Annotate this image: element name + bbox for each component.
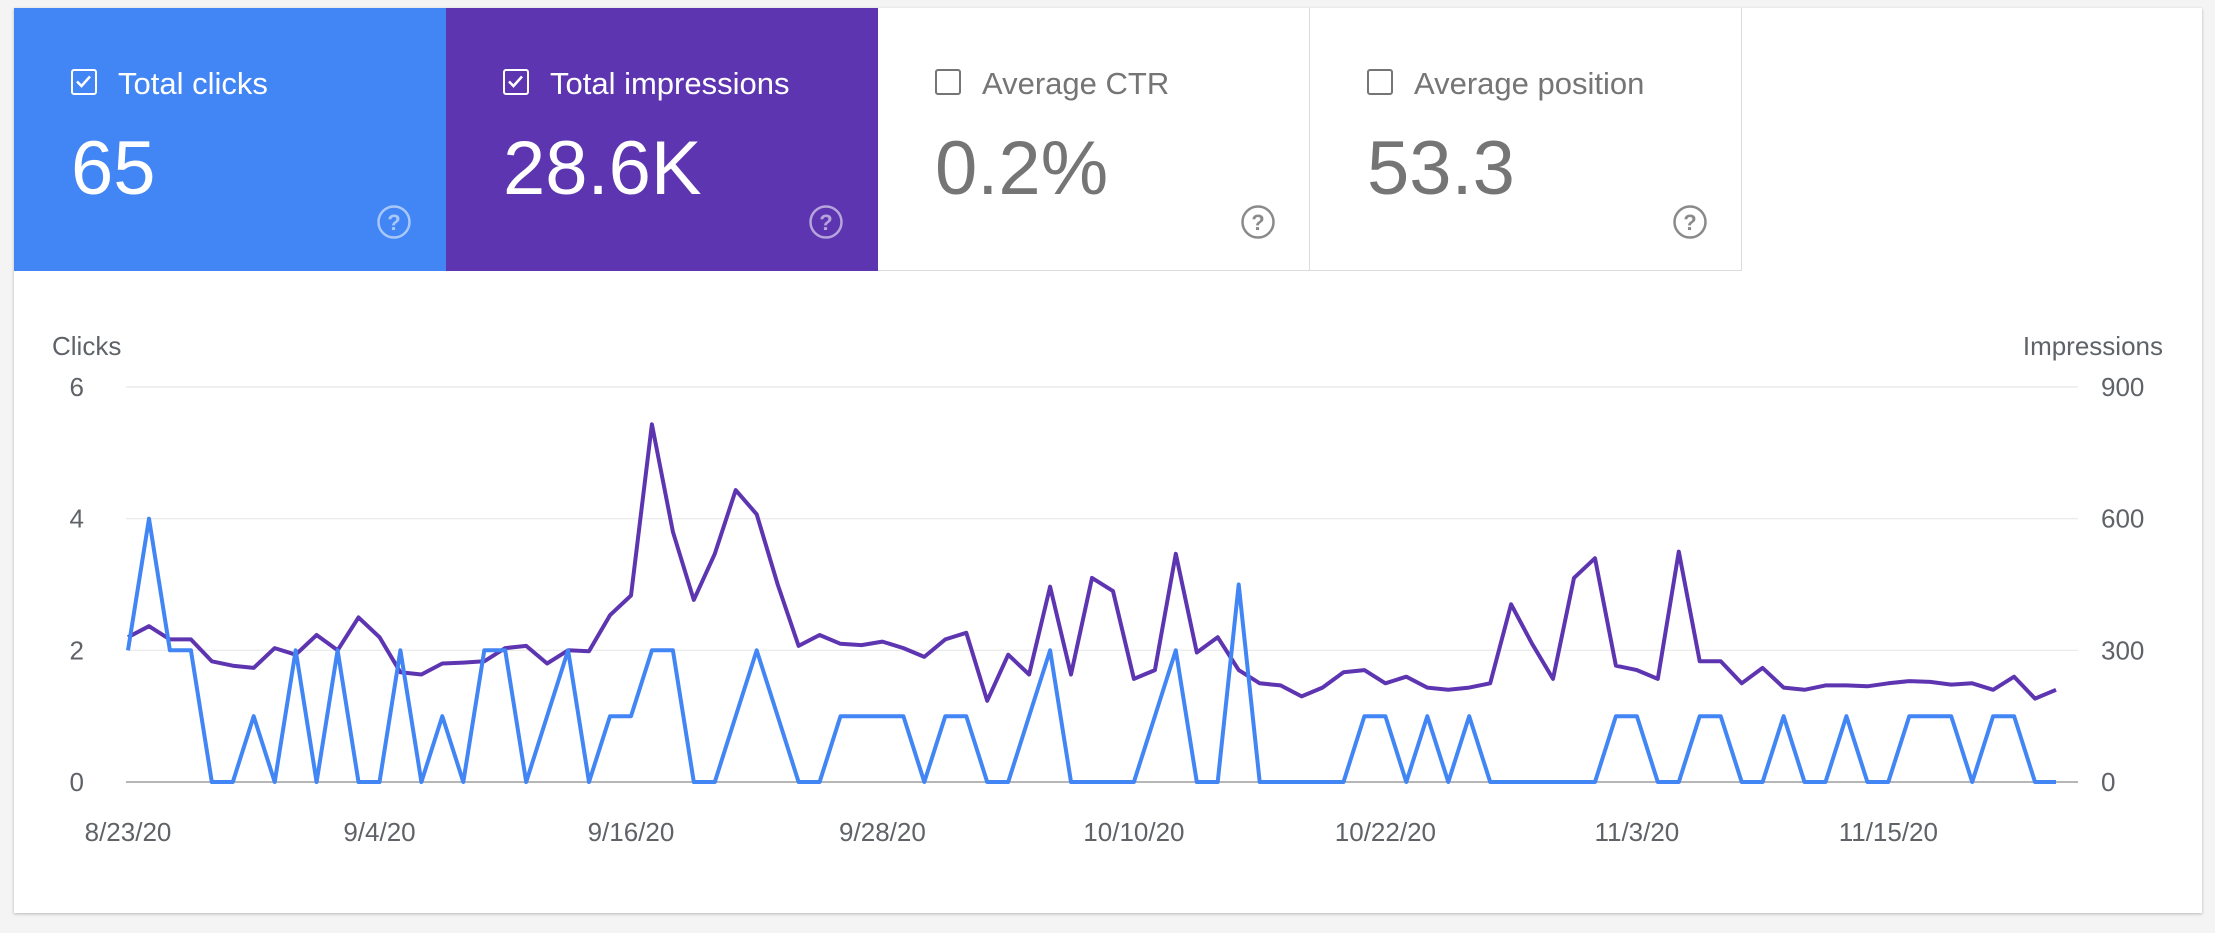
y-right-tick-label: 300 <box>2101 635 2144 665</box>
y-left-tick-label: 6 <box>70 372 84 402</box>
y-right-tick-label: 900 <box>2101 372 2144 402</box>
help-icon[interactable]: ? <box>808 204 844 240</box>
chart-tick-labels: 0 2 4 6 0 300 600 900 8/23/20 9/4/20 9/16/20 9/28/2… <box>70 372 2145 847</box>
x-tick-label: 11/3/20 <box>1594 817 1679 847</box>
metric-value: 65 <box>71 126 156 211</box>
metric-cards: Total clicks 65 ? Total impressions 28.6… <box>14 8 1742 271</box>
chart-series <box>126 422 2057 784</box>
y-axis-right-title: Impressions <box>2023 331 2163 361</box>
x-tick-label: 11/15/20 <box>1839 817 1938 847</box>
series-line-impressions <box>127 422 2057 703</box>
help-icon[interactable]: ? <box>376 204 412 240</box>
help-icon[interactable]: ? <box>1240 204 1276 240</box>
metric-card-total-clicks[interactable]: Total clicks 65 ? <box>14 8 446 271</box>
x-tick-label: 9/16/20 <box>588 817 675 847</box>
x-tick-label: 8/23/20 <box>85 817 172 847</box>
svg-text:?: ? <box>387 210 400 235</box>
checkbox-unchecked-icon[interactable] <box>1367 69 1393 95</box>
metric-card-total-impressions[interactable]: Total impressions 28.6K ? <box>446 8 878 271</box>
x-tick-label: 9/28/20 <box>839 817 926 847</box>
x-tick-label: 10/10/20 <box>1083 817 1184 847</box>
y-left-tick-label: 0 <box>70 767 84 797</box>
checkbox-checked-icon[interactable] <box>503 69 529 95</box>
x-tick-label: 9/4/20 <box>343 817 415 847</box>
svg-text:?: ? <box>819 210 832 235</box>
metric-value: 28.6K <box>503 126 702 211</box>
metric-value: 0.2% <box>935 126 1109 211</box>
metric-card-average-ctr[interactable]: Average CTR 0.2% ? <box>878 8 1310 271</box>
help-icon[interactable]: ? <box>1672 204 1708 240</box>
svg-text:?: ? <box>1683 210 1696 235</box>
checkbox-unchecked-icon[interactable] <box>935 69 961 95</box>
series-line-clicks <box>126 516 2056 784</box>
svg-text:?: ? <box>1251 210 1264 235</box>
y-axis-left-title: Clicks <box>52 331 121 361</box>
x-tick-label: 10/22/20 <box>1335 817 1436 847</box>
metric-label: Total clicks <box>118 66 268 101</box>
metric-value: 53.3 <box>1367 126 1515 211</box>
checkbox-checked-icon[interactable] <box>71 69 97 95</box>
y-right-tick-label: 600 <box>2101 504 2144 534</box>
metric-card-average-position[interactable]: Average position 53.3 ? <box>1310 8 1742 271</box>
y-left-tick-label: 4 <box>70 504 84 534</box>
y-left-tick-label: 2 <box>70 635 84 665</box>
metric-label: Average position <box>1414 66 1645 101</box>
y-right-tick-label: 0 <box>2101 767 2115 797</box>
metric-label: Total impressions <box>550 66 790 101</box>
metric-label: Average CTR <box>982 66 1170 101</box>
